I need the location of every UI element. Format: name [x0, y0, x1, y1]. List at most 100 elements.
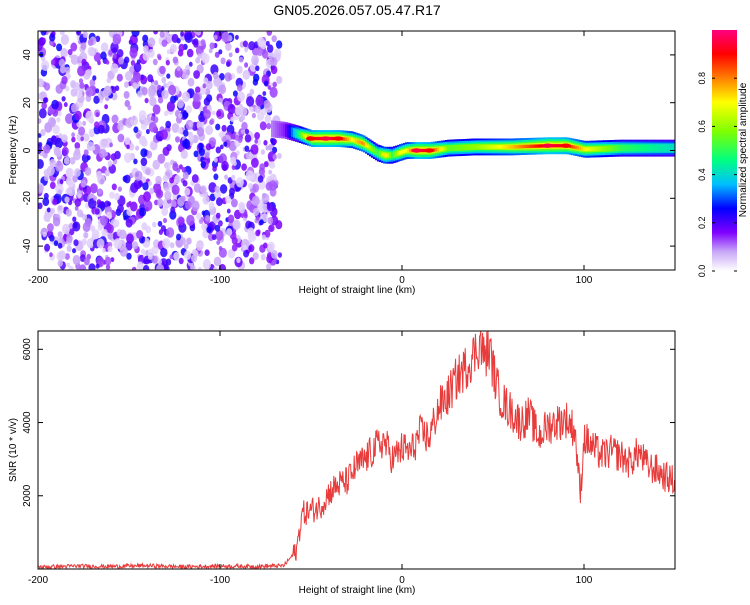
ridge-core: [505, 145, 508, 149]
ridge-core: [371, 147, 374, 151]
noise-blob: [105, 60, 110, 65]
ridge-core: [539, 144, 542, 148]
ridge-core: [449, 146, 452, 150]
noise-blob: [130, 60, 136, 66]
noise-blob: [198, 147, 205, 156]
noise-blob: [67, 49, 73, 56]
noise-blob: [57, 231, 63, 238]
noise-blob: [118, 56, 124, 65]
colorbar-tick-label: 0.0: [697, 265, 707, 278]
ridge-core: [461, 146, 464, 149]
noise-blob: [155, 188, 164, 199]
noise-blob: [218, 97, 223, 103]
noise-blob: [142, 182, 149, 191]
noise-blob: [135, 145, 140, 151]
noise-blob: [262, 91, 267, 96]
ridge-core: [659, 146, 662, 150]
noise-blob: [252, 252, 259, 261]
noise-blob: [224, 72, 232, 82]
ridge-core: [493, 145, 496, 149]
noise-blob: [191, 174, 199, 183]
snr-y-label: SNR (10 * v/v): [8, 418, 19, 482]
ridge-core: [527, 144, 530, 148]
ridge-core: [407, 149, 410, 152]
noise-blob: [200, 39, 206, 46]
noise-blob: [125, 218, 133, 228]
noise-blob: [226, 61, 231, 67]
noise-blob: [181, 166, 187, 173]
noise-blob: [79, 264, 87, 270]
noise-blob: [166, 73, 171, 79]
noise-blob: [256, 48, 263, 57]
y-tick-label: 20: [22, 97, 33, 109]
noise-blob: [193, 183, 202, 193]
noise-blob: [59, 65, 66, 74]
noise-blob: [100, 42, 109, 53]
colorbar-label: Normalized spectral amplitude: [738, 82, 749, 217]
noise-blob: [215, 146, 221, 154]
noise-blob: [177, 216, 185, 226]
noise-blob: [184, 32, 193, 43]
noise-blob: [38, 93, 41, 100]
noise-blob: [238, 205, 245, 214]
noise-blob: [203, 77, 209, 84]
noise-blob: [255, 95, 264, 107]
ridge-core: [275, 127, 278, 131]
noise-blob: [163, 162, 169, 169]
noise-blob: [267, 85, 272, 90]
ridge-core: [403, 149, 406, 153]
ridge-core: [331, 137, 334, 141]
noise-blob: [266, 263, 272, 270]
y-tick-label: 0: [22, 147, 33, 153]
noise-blob: [238, 56, 244, 63]
ridge-core: [619, 146, 622, 150]
noise-blob: [57, 242, 63, 249]
noise-blob: [157, 198, 164, 207]
ridge-core: [277, 128, 280, 132]
spectrogram-marks: [38, 31, 675, 270]
noise-blob: [237, 84, 243, 92]
noise-blob: [163, 82, 168, 88]
ridge-core: [317, 137, 320, 141]
noise-blob: [44, 82, 51, 91]
ridge-core: [623, 146, 626, 150]
noise-blob: [231, 236, 238, 245]
noise-blob: [208, 201, 215, 210]
noise-blob: [244, 213, 248, 219]
noise-blob: [209, 193, 216, 202]
noise-blob: [259, 121, 267, 131]
ridge-core: [297, 132, 300, 136]
ridge-core: [301, 133, 304, 137]
ridge-core: [637, 146, 640, 150]
noise-blob: [97, 188, 103, 195]
ridge-core: [351, 138, 354, 142]
ridge-core: [281, 128, 284, 132]
noise-blob: [106, 211, 112, 219]
ridge-core: [553, 144, 556, 148]
noise-blob: [74, 205, 79, 211]
noise-blob: [61, 146, 69, 156]
noise-blob: [141, 138, 148, 148]
noise-blob: [263, 140, 268, 146]
noise-blob: [219, 73, 225, 81]
ridge-peak: [560, 143, 571, 148]
noise-blob: [236, 65, 243, 74]
y-tick-label: -40: [22, 238, 33, 253]
noise-blob: [52, 198, 58, 205]
noise-blob: [117, 122, 124, 131]
noise-blob: [216, 197, 223, 207]
noise-blob: [255, 229, 261, 237]
noise-blob: [84, 167, 92, 176]
noise-blob: [260, 203, 269, 213]
noise-blob: [111, 114, 119, 124]
noise-blob: [166, 35, 173, 44]
noise-blob: [253, 73, 260, 82]
noise-blob: [192, 93, 200, 102]
noise-blob: [169, 199, 177, 209]
snr-panel: -200 -100 0 100 2000 4000 6000 Height of stra…: [8, 330, 676, 596]
noise-blob: [182, 110, 189, 119]
noise-blob: [226, 208, 231, 214]
noise-blob: [195, 86, 201, 94]
noise-blob: [109, 142, 113, 148]
noise-blob: [52, 216, 61, 227]
